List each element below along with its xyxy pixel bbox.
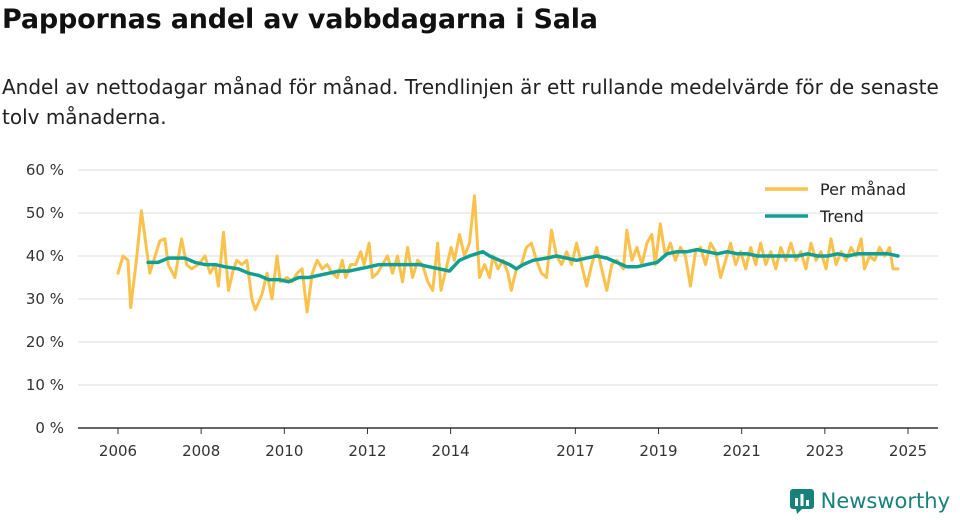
x-tick-label: 2021: [723, 442, 761, 460]
x-tick-label: 2010: [265, 442, 303, 460]
page-title: Pappornas andel av vabbdagarna i Sala: [2, 4, 598, 35]
page-subtitle: Andel av nettodagar månad för månad. Tre…: [2, 75, 939, 129]
x-tick-label: 2025: [889, 442, 927, 460]
legend: Per månad Trend: [765, 180, 906, 226]
x-tick-label: 2019: [639, 442, 677, 460]
y-tick-label: 50 %: [26, 204, 64, 222]
x-tick-label: 2008: [182, 442, 220, 460]
brand-name: Newsworthy: [820, 489, 950, 513]
x-tick-label: 2006: [99, 442, 137, 460]
y-tick-label: 40 %: [26, 247, 64, 265]
x-tick-label: 2012: [348, 442, 386, 460]
y-tick-label: 10 %: [26, 376, 64, 394]
x-tick-label: 2017: [556, 442, 594, 460]
x-tick-label: 2014: [432, 442, 470, 460]
series-group: [116, 194, 900, 314]
y-tick-label: 20 %: [26, 333, 64, 351]
monthly-series-line: [116, 194, 900, 314]
trend-legend-label: Trend: [819, 207, 864, 226]
y-tick-label: 60 %: [26, 161, 64, 179]
monthly-legend-label: Per månad: [820, 180, 906, 199]
y-tick-label: 0 %: [35, 419, 64, 437]
x-tick-label: 2023: [806, 442, 844, 460]
trend-series-line: [146, 247, 900, 284]
y-axis-ticks: 0 % 10 % 20 % 30 % 40 % 50 % 60 %: [26, 161, 64, 437]
x-axis: 2006 2008 2010 2012 2014 2017 2019 2021 2023 2025: [78, 427, 938, 460]
brand-logo: Newsworthy: [789, 488, 950, 514]
newsworthy-icon: [789, 489, 814, 514]
y-tick-label: 30 %: [26, 290, 64, 308]
